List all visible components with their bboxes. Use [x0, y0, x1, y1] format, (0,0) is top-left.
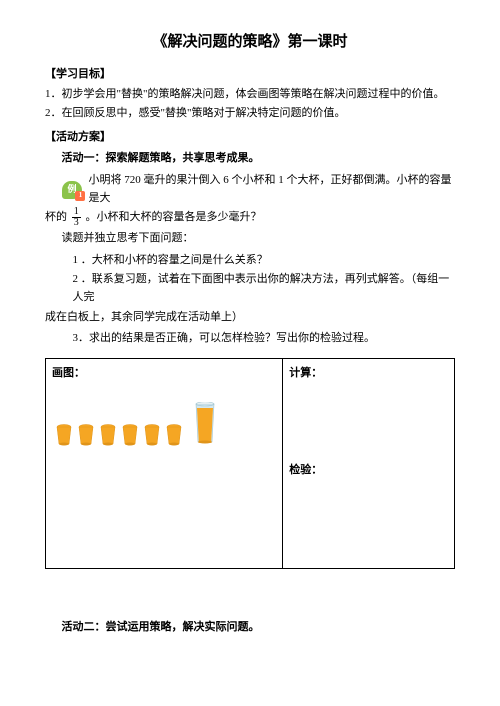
small-cup-icon [122, 424, 138, 444]
example-text: 小明将 720 毫升的果汁倒入 6 个小杯和 1 个大杯，正好都倒满。小杯的容量… [88, 172, 455, 207]
question-1: 1 ．大杯和小杯的容量之间是什么关系？ [73, 252, 456, 270]
small-cup-icon [56, 424, 72, 444]
goals-header: 【学习目标】 [45, 66, 455, 84]
activity1-header: 活动一：探索解题策略，共享思考成果。 [62, 150, 456, 168]
big-cup-icon [194, 402, 216, 444]
small-cup-icon [100, 424, 116, 444]
draw-cell: 画图： [46, 358, 283, 568]
fraction-denominator: 3 [72, 218, 81, 228]
fraction-icon: 1 3 [72, 207, 81, 228]
small-cup-icon [78, 424, 94, 444]
example-continuation: 杯的 1 3 。小杯和大杯的容量各是多少毫升？ [45, 207, 455, 228]
draw-label: 画图： [52, 365, 276, 383]
plan-header: 【活动方案】 [45, 129, 455, 147]
question-2-cont: 成在白板上，其余同学完成在活动单上） [45, 309, 455, 327]
small-cup-icon [166, 424, 182, 444]
cups-illustration [56, 402, 276, 444]
example-line: 例 1 小明将 720 毫升的果汁倒入 6 个小杯和 1 个大杯，正好都倒满。小… [62, 172, 456, 207]
questions-block: 1 ．大杯和小杯的容量之间是什么关系？ 2 ．联系复习题，试着在下面图中表示出你… [73, 252, 456, 307]
example-badge-num: 1 [75, 191, 85, 201]
activity2-header: 活动二：尝试运用策略，解决实际问题。 [62, 619, 456, 637]
question-3: 3．求出的结果是否正确，可以怎样检验？写出你的检验过程。 [73, 330, 456, 348]
question-3-block: 3．求出的结果是否正确，可以怎样检验？写出你的检验过程。 [73, 330, 456, 348]
question-2: 2 ．联系复习题，试着在下面图中表示出你的解决方法，再列式解答。（每组一人完 [73, 271, 456, 306]
example-badge-icon: 例 1 [62, 181, 83, 199]
small-cup-icon [144, 424, 160, 444]
calc-label: 计算： [289, 365, 448, 383]
example-cont-a: 杯的 [45, 211, 67, 223]
verify-label: 检验： [289, 462, 448, 480]
calc-cell: 计算： 检验： [283, 358, 455, 568]
example-cont-b: 。小杯和大杯的容量各是多少毫升？ [86, 211, 262, 223]
read-think: 读题并独立思考下面问题： [62, 230, 456, 248]
page-title: 《解决问题的策略》第一课时 [45, 30, 455, 54]
goal-2: 2．在回顾反思中，感受"替换"策略对于解决特定问题的价值。 [45, 105, 455, 123]
work-table: 画图： [45, 358, 455, 569]
goal-1: 1．初步学会用"替换"的策略解决问题，体会画图等策略在解决问题过程中的价值。 [45, 86, 455, 104]
